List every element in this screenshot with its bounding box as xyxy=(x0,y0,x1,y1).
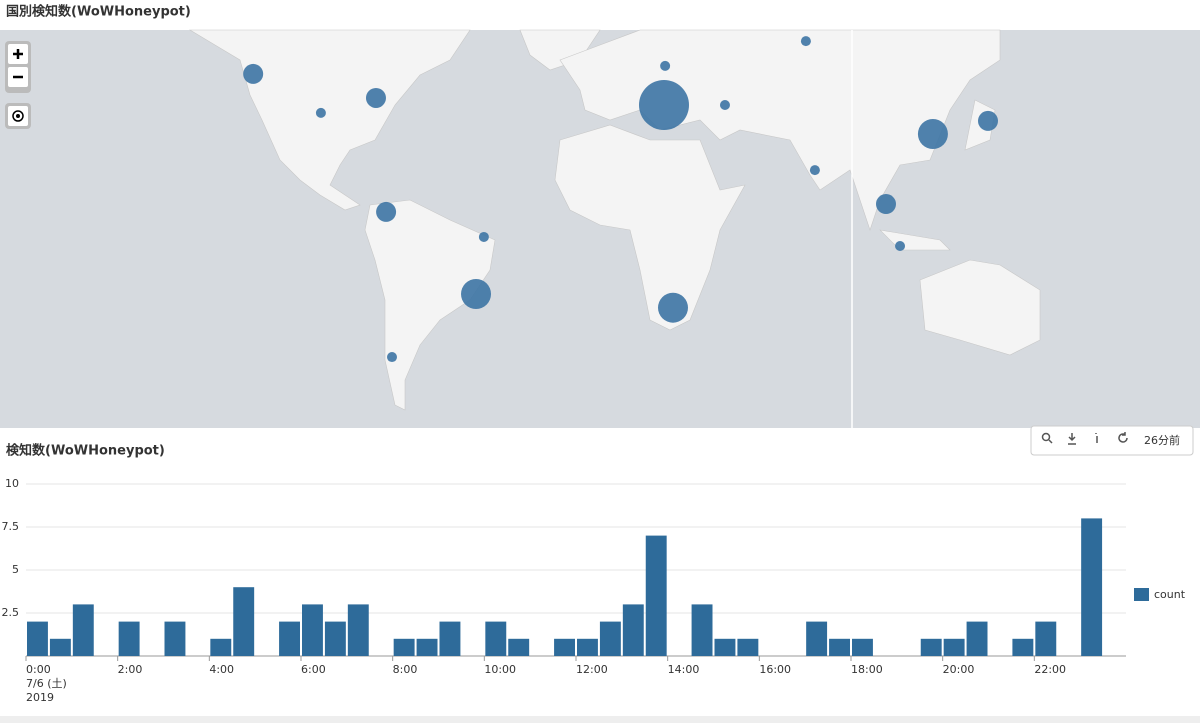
search-icon[interactable] xyxy=(1041,432,1051,442)
bar xyxy=(49,638,71,656)
bar xyxy=(1012,638,1034,656)
bubble xyxy=(809,165,820,176)
x-tick-label: 8:00 xyxy=(393,663,418,676)
bar xyxy=(279,621,300,656)
bubble xyxy=(243,63,264,84)
bubble xyxy=(461,278,492,309)
bubble xyxy=(478,231,489,242)
bar xyxy=(943,638,965,656)
x-tick-label: 10:00 xyxy=(484,663,516,676)
x-tick-label: 20:00 xyxy=(943,663,975,676)
footer-strip xyxy=(0,716,1200,723)
x-tick-label: 12:00 xyxy=(576,663,608,676)
export-icon[interactable] xyxy=(1068,433,1076,445)
legend-label: count xyxy=(1154,588,1186,601)
bar xyxy=(118,621,140,656)
bar xyxy=(691,604,713,656)
bubble xyxy=(977,110,998,131)
x-tick-label: 16:00 xyxy=(759,663,791,676)
y-tick-label: 7.5 xyxy=(2,520,20,533)
bar xyxy=(72,604,94,656)
bubble xyxy=(657,292,688,323)
bar xyxy=(27,621,48,656)
bar xyxy=(393,638,415,656)
bar xyxy=(714,638,736,656)
info-icon[interactable] xyxy=(1095,433,1098,443)
panel-title: 国別検知数(WoWHoneypot) xyxy=(6,4,191,20)
bubble xyxy=(719,99,730,110)
bubble xyxy=(386,352,397,363)
bar xyxy=(302,604,323,656)
x-date-label: 7/6 (土) xyxy=(26,677,67,690)
x-tick-label: 6:00 xyxy=(301,663,326,676)
bar xyxy=(599,621,621,656)
x-tick-label: 18:00 xyxy=(851,663,883,676)
bar xyxy=(829,638,850,656)
bubble xyxy=(800,36,811,47)
bubble xyxy=(875,194,896,215)
bubble xyxy=(376,201,397,222)
map-land xyxy=(188,29,1041,411)
panel-title: 検知数(WoWHoneypot) xyxy=(6,443,165,459)
bar xyxy=(852,638,873,656)
bubble xyxy=(660,60,671,71)
bubble xyxy=(895,241,906,252)
x-tick-label: 14:00 xyxy=(668,663,700,676)
bar xyxy=(485,621,507,656)
bubble xyxy=(315,107,326,118)
bar xyxy=(554,638,575,656)
x-tick-label: 2:00 xyxy=(118,663,143,676)
legend-swatch xyxy=(1134,588,1149,601)
locate-icon xyxy=(12,110,24,122)
bar xyxy=(416,638,438,656)
x-tick-label: 0:00 xyxy=(26,663,51,676)
bar xyxy=(508,638,530,656)
y-tick-label: 10 xyxy=(5,477,19,490)
bubble xyxy=(917,118,948,149)
bar xyxy=(210,638,232,656)
bar xyxy=(1081,518,1103,656)
x-tick-label: 22:00 xyxy=(1034,663,1066,676)
refresh-icon[interactable] xyxy=(1118,432,1128,443)
search-icon-handle xyxy=(1048,439,1053,444)
bar xyxy=(622,604,644,656)
bar xyxy=(645,535,667,656)
y-tick-label: 2.5 xyxy=(2,606,20,619)
bar xyxy=(806,621,828,656)
bubble xyxy=(639,79,690,130)
updated-time: 26分前 xyxy=(1144,433,1180,447)
bar xyxy=(439,621,461,656)
y-tick-label: 5 xyxy=(12,563,19,576)
bar xyxy=(1035,621,1057,656)
locate-icon-dot xyxy=(16,114,20,118)
bar xyxy=(920,638,942,656)
x-tick-label: 4:00 xyxy=(209,663,234,676)
bar xyxy=(164,621,186,656)
x-date-label: 2019 xyxy=(26,691,54,704)
bar xyxy=(577,638,598,656)
bubble xyxy=(365,87,386,108)
map-bubbles xyxy=(243,36,998,363)
bar xyxy=(324,621,346,656)
toolbar: 26分前 xyxy=(1030,425,1194,456)
bar xyxy=(737,638,759,656)
histogram: 2.5 5 7.5 10 0:00 2:00 4:00 6:00 8:00 10:00 12:00 1… xyxy=(2,477,1186,704)
bar xyxy=(966,621,988,656)
bar xyxy=(233,587,255,656)
bar xyxy=(347,604,369,656)
zoom-controls xyxy=(5,41,31,129)
zoom-in-icon xyxy=(13,49,23,59)
